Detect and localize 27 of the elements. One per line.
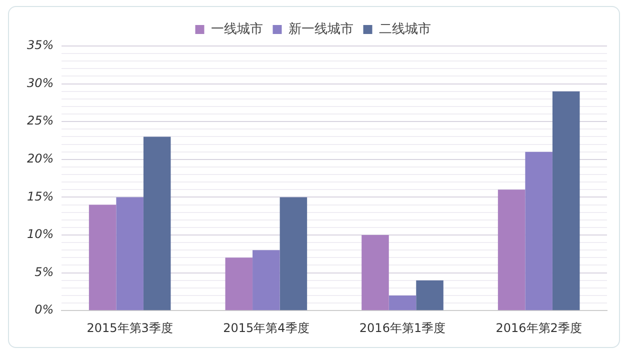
bar xyxy=(362,235,389,310)
bar xyxy=(88,204,116,310)
bar xyxy=(388,295,416,310)
bar xyxy=(116,197,144,310)
legend-label: 一线城市 xyxy=(210,22,263,37)
legend-label: 新一线城市 xyxy=(288,22,354,37)
bar xyxy=(552,91,580,310)
y-tick-label: 35% xyxy=(27,38,54,52)
y-tick-label: 5% xyxy=(34,264,54,279)
bar xyxy=(252,250,280,310)
bar xyxy=(416,280,444,310)
y-tick-label: 20% xyxy=(27,152,54,166)
x-tick-label: 2016年第2季度 xyxy=(496,320,582,335)
legend-label: 二线城市 xyxy=(378,22,431,37)
y-tick-label: 0% xyxy=(34,302,54,317)
y-tick-label: 15% xyxy=(27,189,54,204)
x-tick-label: 2015年第4季度 xyxy=(223,320,310,335)
x-tick-label: 2015年第3季度 xyxy=(86,320,173,335)
bar xyxy=(498,190,526,310)
bar xyxy=(525,152,552,310)
bar xyxy=(225,258,253,310)
y-tick-label: 10% xyxy=(27,227,54,242)
bar xyxy=(280,197,308,310)
bar xyxy=(143,136,171,310)
x-tick-label: 2016年第1季度 xyxy=(359,320,446,335)
y-tick-label: 30% xyxy=(27,76,54,90)
y-tick-label: 25% xyxy=(27,114,54,128)
